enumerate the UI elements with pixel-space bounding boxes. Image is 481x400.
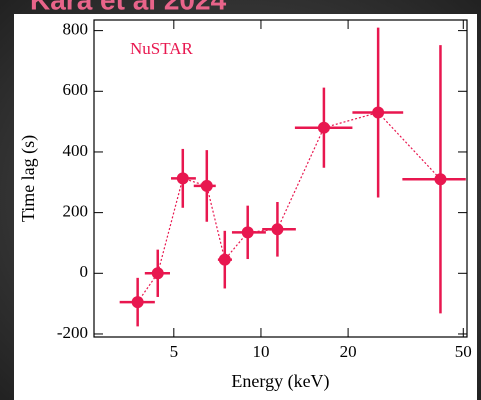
- y-tick-label: 600: [63, 80, 89, 99]
- y-tick-label: 200: [63, 202, 89, 221]
- y-tick-label: 0: [80, 262, 89, 281]
- data-point: [218, 253, 231, 266]
- y-tick-label: -200: [57, 323, 88, 342]
- slide-header: Kara et al 2024: [30, 0, 227, 15]
- connector-line: [137, 111, 441, 303]
- data-point: [434, 173, 447, 186]
- data-point: [131, 296, 144, 309]
- annotation: NuSTAR: [130, 39, 194, 58]
- x-tick-label: 10: [252, 342, 269, 361]
- x-tick-label: 20: [340, 342, 357, 361]
- x-tick-label: 50: [455, 342, 472, 361]
- figure-panel: [14, 14, 477, 400]
- data-point: [200, 179, 213, 192]
- data-point: [372, 106, 385, 119]
- plot-frame: [93, 19, 468, 338]
- data-point: [317, 121, 330, 134]
- x-axis-label: Energy (keV): [231, 371, 329, 392]
- data-point: [151, 267, 164, 280]
- y-tick-label: 800: [63, 20, 89, 39]
- data-point: [176, 172, 189, 185]
- data-point: [271, 223, 284, 236]
- y-axis-label: Time lag (s): [18, 135, 39, 222]
- y-tick-label: 400: [63, 141, 89, 160]
- x-tick-label: 5: [170, 342, 179, 361]
- data-point: [241, 226, 254, 239]
